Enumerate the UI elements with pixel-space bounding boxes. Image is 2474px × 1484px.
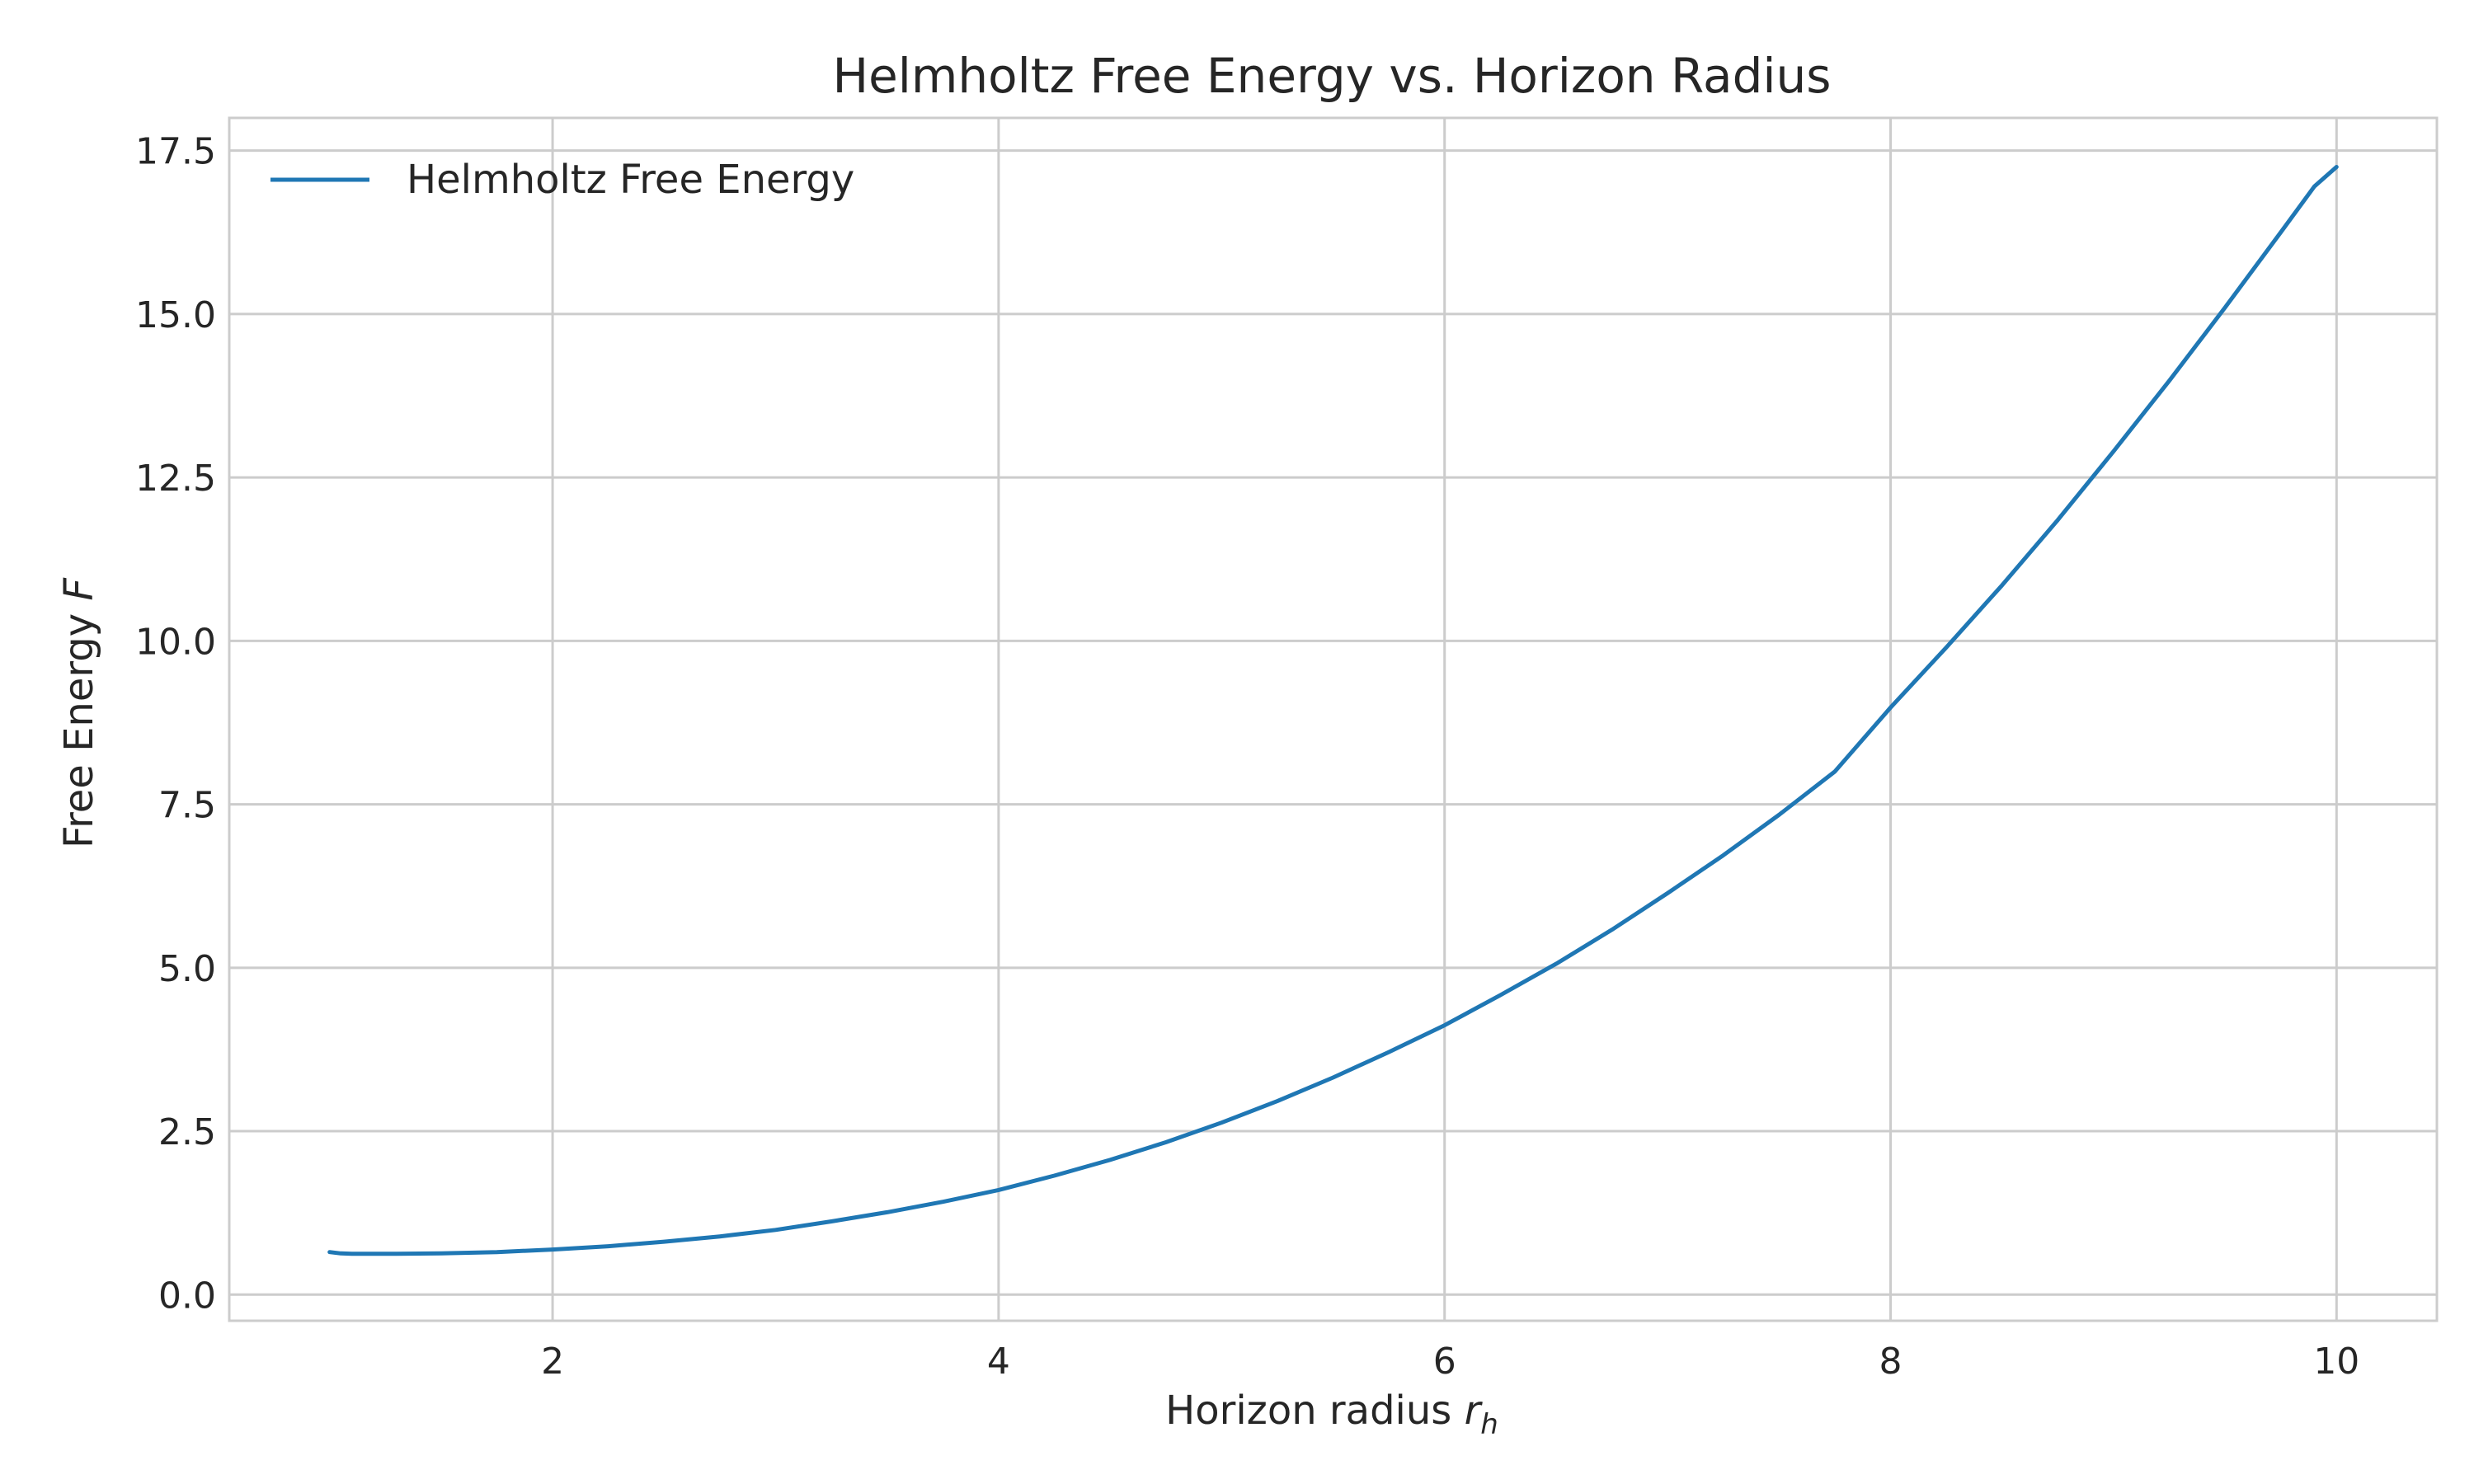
x-axis-label: Horizon radius rh [1165, 1388, 1498, 1441]
y-tick-label: 17.5 [135, 131, 216, 173]
x-tick-label: 6 [1433, 1341, 1456, 1383]
x-tick-label: 2 [541, 1341, 564, 1383]
y-axis-label: Free Energy F [56, 577, 102, 848]
legend-label: Helmholtz Free Energy [407, 157, 854, 203]
chart-title: Helmholtz Free Energy vs. Horizon Radius [833, 48, 1832, 104]
series-line [327, 165, 2339, 1256]
y-tick-label: 10.0 [135, 621, 216, 663]
y-tick-label: 12.5 [135, 458, 216, 500]
grid [229, 118, 2437, 1321]
tick-labels: 2 4 6 8 10 0.0 2.5 5.0 7.5 10.0 12.5 15.0 17.5 [135, 131, 2359, 1383]
y-tick-label: 2.5 [158, 1111, 216, 1153]
y-tick-label: 5.0 [158, 948, 216, 990]
x-tick-label: 10 [2313, 1341, 2359, 1383]
y-tick-label: 15.0 [135, 294, 216, 336]
y-tick-label: 0.0 [158, 1275, 216, 1317]
series-layer [327, 165, 2339, 1256]
x-tick-label: 4 [987, 1341, 1010, 1383]
legend: Helmholtz Free Energy [270, 157, 854, 203]
plot-frame [228, 116, 2439, 1322]
x-tick-label: 8 [1879, 1341, 1903, 1383]
y-tick-label: 7.5 [158, 785, 216, 827]
